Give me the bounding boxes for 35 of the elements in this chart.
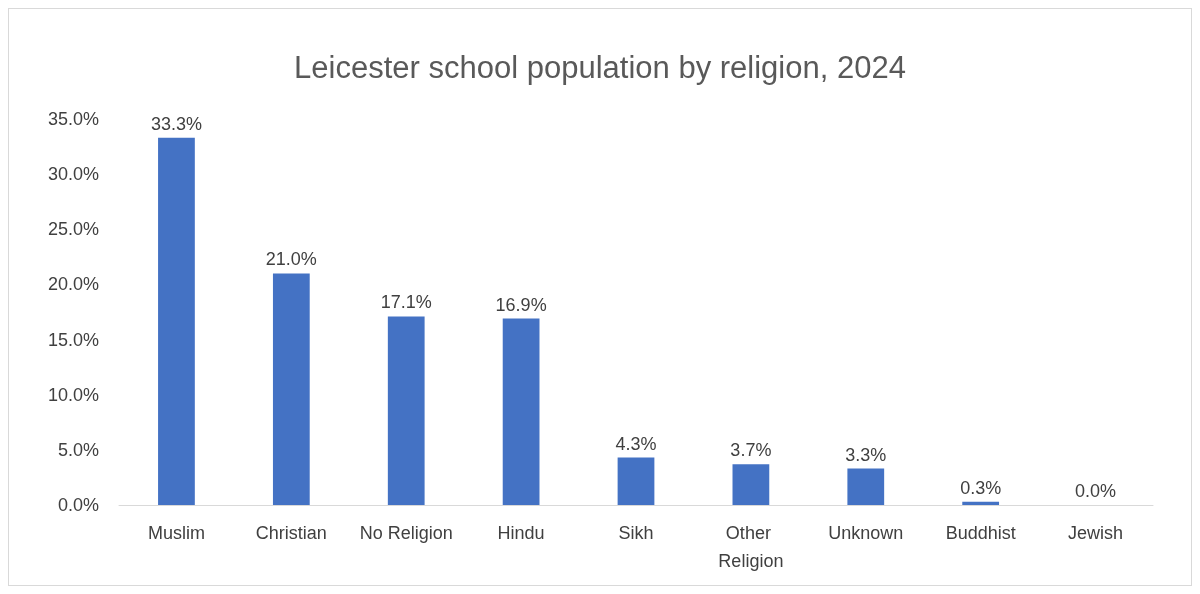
x-tick-label: Jewish <box>1068 523 1124 543</box>
y-tick-label: 5.0% <box>57 439 99 460</box>
bar <box>387 316 425 505</box>
x-tick-label: Sikh <box>618 523 654 543</box>
x-tick-label: No Religion <box>359 523 453 543</box>
bar <box>272 273 310 505</box>
bar <box>158 137 195 505</box>
y-tick-label: 25.0% <box>47 219 99 240</box>
bar <box>617 457 655 505</box>
data-label: 33.3% <box>150 113 202 134</box>
data-label: 0.3% <box>960 477 1002 498</box>
x-tick-label: Buddhist <box>945 523 1016 543</box>
data-label: 0.0% <box>1075 481 1117 501</box>
y-tick-label: 30.0% <box>47 164 99 185</box>
chart-title: Leicester school population by religion, 2024 <box>294 50 906 85</box>
x-tick-label: Hindu <box>497 523 545 543</box>
data-label: 17.1% <box>380 292 432 313</box>
bar <box>502 318 540 505</box>
data-label: 3.7% <box>730 440 772 461</box>
y-tick-label: 15.0% <box>47 329 99 350</box>
data-label: 16.9% <box>495 294 547 315</box>
x-tick-label: Other Religion <box>718 523 784 571</box>
data-label: 21.0% <box>265 249 317 270</box>
x-tick-label: Christian <box>255 523 327 543</box>
data-label: 3.3% <box>845 444 887 465</box>
bar <box>732 464 770 505</box>
bar <box>962 501 1000 505</box>
bar <box>847 468 885 505</box>
y-tick-label: 0.0% <box>57 495 99 515</box>
y-tick-label: 35.0% <box>47 109 99 129</box>
data-label: 4.3% <box>615 433 657 454</box>
y-tick-label: 10.0% <box>47 384 99 405</box>
y-tick-label: 20.0% <box>47 274 99 295</box>
x-tick-label: Muslim <box>147 523 205 543</box>
x-tick-label: Unknown <box>828 523 904 543</box>
